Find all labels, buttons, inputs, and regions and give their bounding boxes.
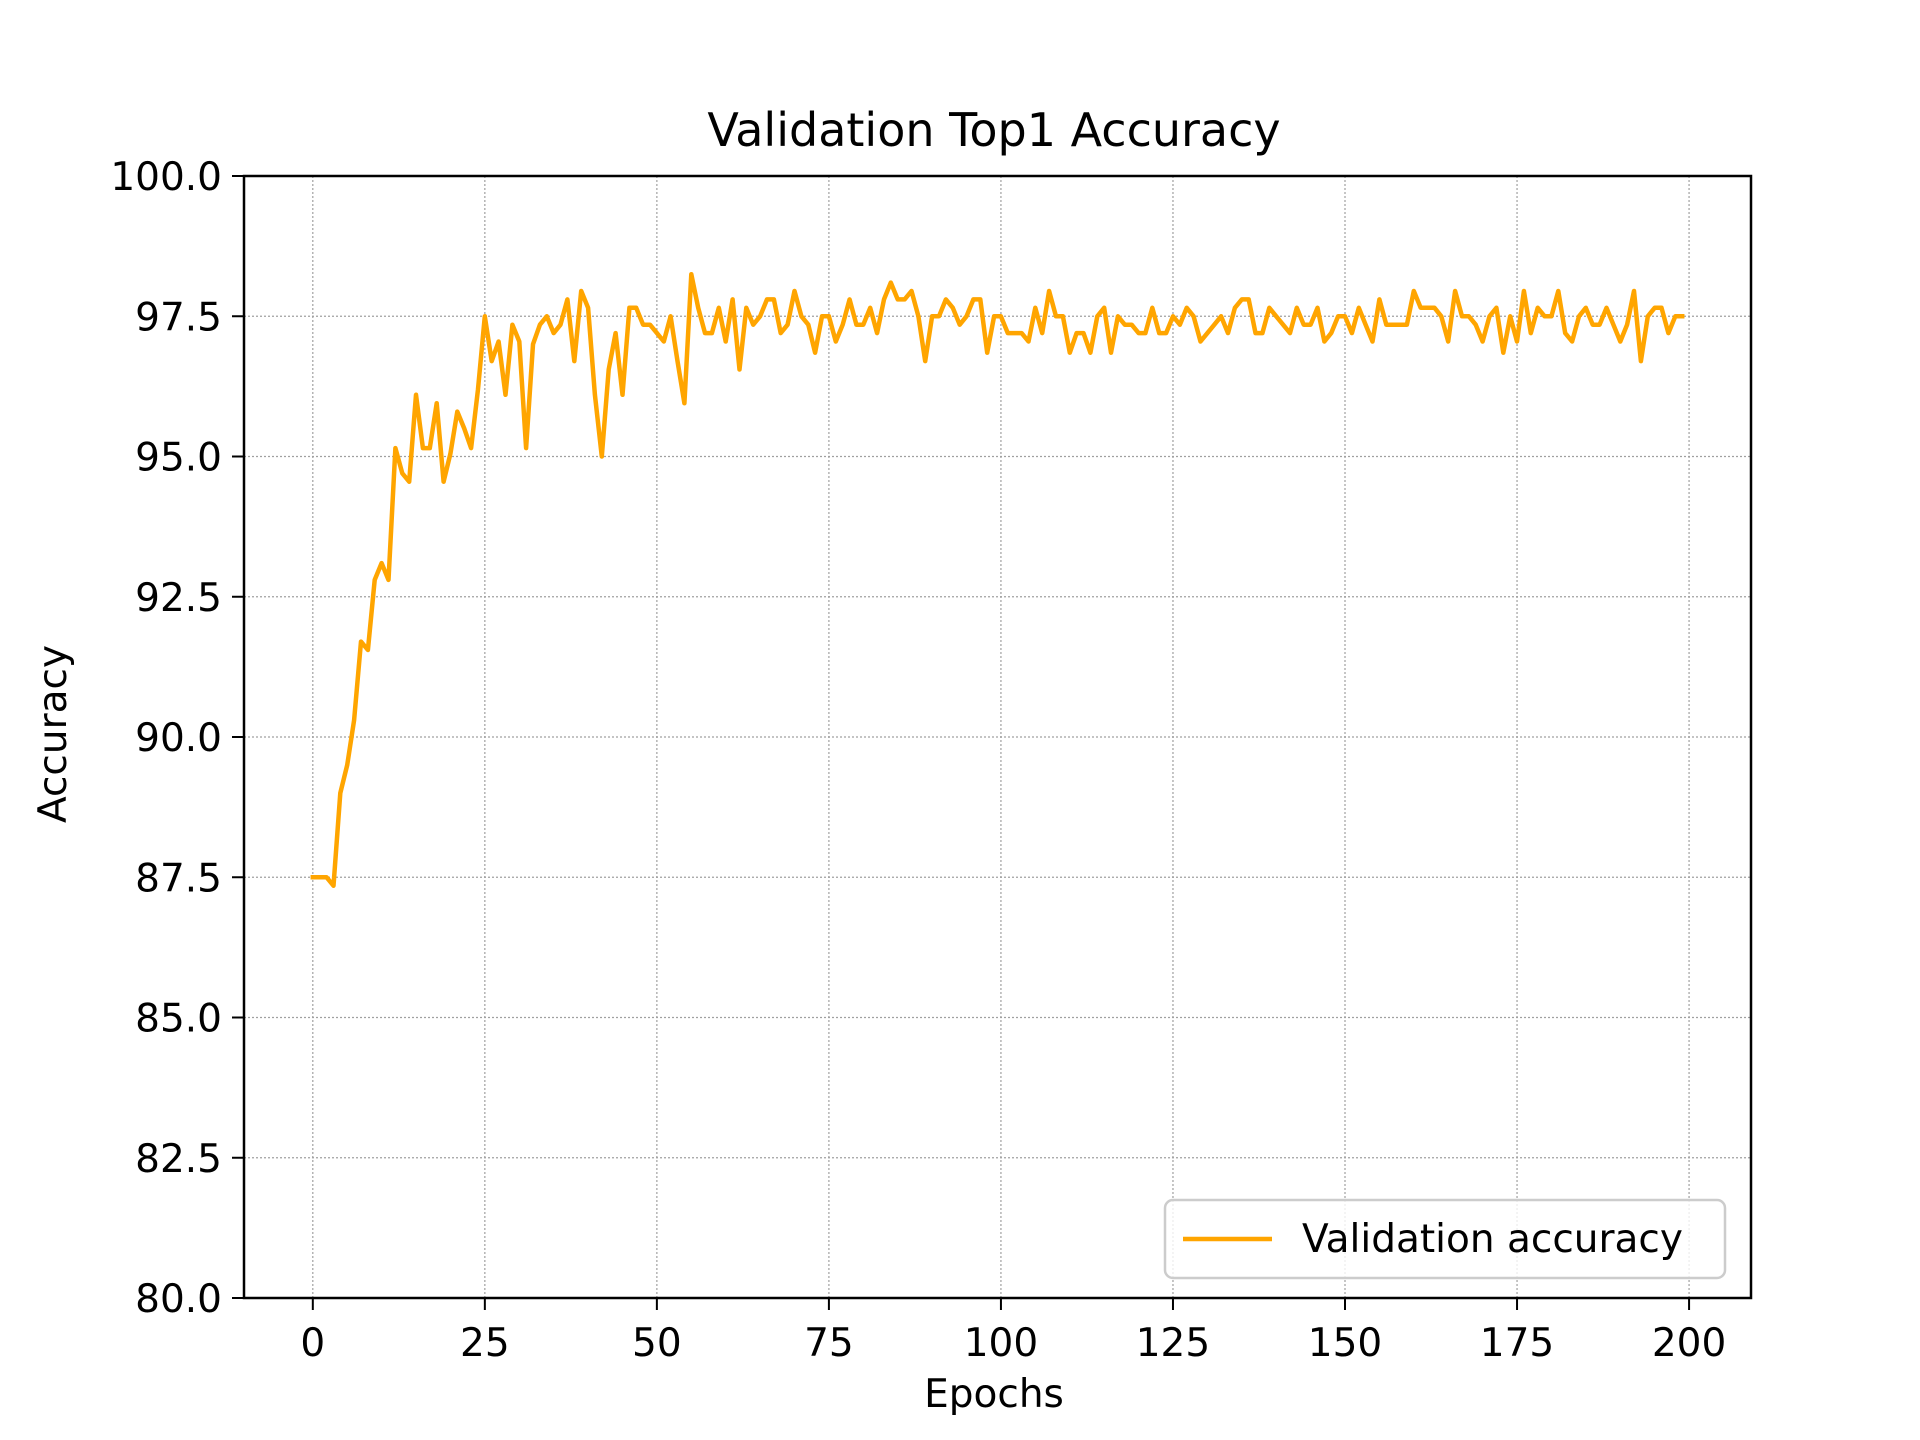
y-tick-label: 95.0 — [135, 436, 222, 481]
x-tick-label: 175 — [1480, 1321, 1554, 1366]
x-tick-label: 100 — [964, 1321, 1038, 1366]
series-line-validation-accuracy — [310, 271, 1685, 888]
x-axis-label: Epochs — [924, 1372, 1064, 1417]
x-tick-label: 75 — [804, 1321, 854, 1366]
y-tick-label: 85.0 — [135, 997, 222, 1042]
y-tick-label: 90.0 — [135, 716, 222, 761]
y-tick-label: 80.0 — [135, 1277, 222, 1322]
x-tick-label: 200 — [1652, 1321, 1726, 1366]
legend: Validation accuracy — [1163, 1198, 1727, 1280]
x-axis: 0 25 50 75 100 125 150 175 200 — [300, 1298, 1726, 1366]
x-tick-label: 0 — [300, 1321, 325, 1366]
x-tick-label: 25 — [460, 1321, 510, 1366]
y-tick-label: 82.5 — [135, 1137, 222, 1182]
y-tick-label: 100.0 — [110, 155, 222, 200]
y-tick-label: 92.5 — [135, 576, 222, 621]
x-tick-label: 125 — [1136, 1321, 1210, 1366]
series-layer — [310, 271, 1685, 888]
chart-title: Validation Top1 Accuracy — [707, 103, 1280, 157]
y-axis: 80.0 82.5 85.0 87.5 90.0 92.5 95.0 97.5 100.0 — [110, 155, 244, 1322]
x-tick-label: 50 — [632, 1321, 682, 1366]
y-tick-label: 87.5 — [135, 856, 222, 901]
y-tick-label: 97.5 — [135, 295, 222, 340]
legend-box — [1163, 1198, 1727, 1280]
legend-entry-label: Validation accuracy — [1302, 1217, 1683, 1262]
y-axis-label: Accuracy — [31, 645, 76, 823]
x-tick-label: 150 — [1308, 1321, 1382, 1366]
